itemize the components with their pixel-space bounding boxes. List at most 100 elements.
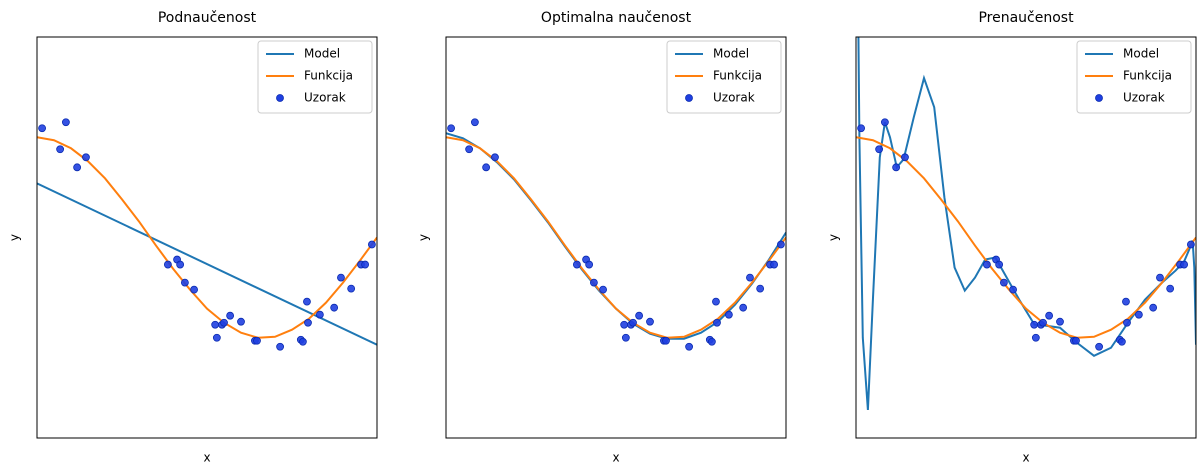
sample-point	[1030, 320, 1039, 329]
legend-label: Model	[713, 47, 749, 61]
legend: Model Funkcija Uzorak	[1076, 40, 1192, 114]
legend-label: Funkcija	[304, 69, 353, 83]
sample-point	[1072, 336, 1080, 345]
sample-point	[482, 163, 491, 172]
legend: Model Funkcija Uzorak	[666, 40, 782, 114]
sample-point	[315, 310, 324, 319]
sample-point	[180, 278, 189, 287]
sample-point	[1123, 318, 1131, 327]
sample-point	[298, 337, 307, 346]
legend-box	[666, 40, 782, 114]
sample-point	[1045, 311, 1054, 320]
legend-box	[257, 40, 373, 114]
sample-point	[1180, 260, 1188, 269]
legend-marker	[1095, 94, 1103, 102]
subplot: Optimalna naučenost x y Model Funkcija Uzorak	[417, 10, 787, 465]
sample-point	[212, 333, 221, 342]
legend-label: Model	[1123, 47, 1159, 61]
sample-point	[621, 333, 630, 342]
sample-point	[1134, 310, 1143, 319]
legend-marker	[685, 94, 693, 102]
legend-label: Funkcija	[1123, 69, 1172, 83]
legend-label: Uzorak	[1123, 91, 1165, 105]
legend-label: Uzorak	[304, 91, 346, 105]
y-axis-label: y	[827, 234, 841, 241]
sample-point	[303, 297, 311, 306]
sample-point	[1009, 285, 1017, 294]
sample-point	[685, 342, 693, 351]
model-line	[37, 136, 377, 339]
legend-marker	[276, 94, 284, 102]
sample-point	[211, 320, 220, 329]
model-line	[446, 136, 786, 339]
sample-point	[707, 337, 716, 346]
sample-point	[585, 260, 594, 269]
sample-point	[857, 124, 865, 133]
sample-point	[746, 273, 754, 282]
axes-frame	[36, 36, 378, 439]
sample-point	[1156, 273, 1164, 282]
sample-point	[1056, 317, 1064, 326]
sample-point	[56, 145, 65, 154]
sample-point	[337, 273, 345, 282]
legend-label: Model	[304, 47, 340, 61]
axes-frame	[445, 36, 787, 439]
sample-point	[347, 284, 356, 293]
model-line	[856, 136, 1196, 339]
subplot: Podnaučenost x y Model Funkcija Uzorak	[8, 10, 378, 465]
sample-point	[770, 260, 778, 269]
sample-point	[646, 317, 654, 326]
plot-area	[37, 118, 377, 351]
sample-point	[190, 285, 198, 294]
sample-point	[220, 318, 228, 327]
sample-point	[465, 145, 474, 154]
sample-point	[756, 284, 765, 293]
sample-point	[447, 124, 456, 133]
sample-point	[470, 118, 479, 127]
sample-point	[983, 260, 991, 269]
sample-point	[739, 303, 748, 312]
sample-point	[1122, 297, 1130, 306]
sample-point	[1166, 284, 1175, 293]
sample-point	[304, 318, 312, 327]
sample-point	[237, 317, 245, 326]
sample-point	[330, 303, 339, 312]
subplot: Prenaučenost x y Model Funkcija Uzorak	[827, 10, 1197, 465]
sample-point	[995, 260, 1004, 269]
axes-frame	[855, 36, 1197, 439]
sample-point	[662, 336, 670, 345]
x-axis-label: x	[1022, 451, 1029, 465]
sample-point	[599, 285, 607, 294]
sample-point	[629, 318, 637, 327]
sample-point	[712, 297, 720, 306]
sample-point	[892, 163, 901, 172]
legend-box	[1076, 40, 1192, 114]
sample-point	[276, 342, 285, 351]
sample-point	[875, 145, 884, 154]
sample-point	[176, 260, 185, 269]
plot-area	[446, 118, 786, 351]
sample-point	[1187, 240, 1195, 249]
sample-point	[253, 336, 261, 345]
sample-point	[1000, 278, 1008, 287]
legend-label: Uzorak	[713, 91, 755, 105]
sample-point	[73, 163, 82, 172]
sample-point	[163, 260, 172, 269]
sample-point	[1117, 337, 1126, 346]
sample-point	[635, 311, 644, 320]
sample-point	[724, 310, 733, 319]
sample-point	[713, 318, 721, 327]
sample-point	[491, 153, 499, 162]
sample-point	[777, 240, 785, 249]
sample-point	[62, 118, 70, 127]
model-line	[37, 182, 377, 346]
subplot-title: Prenaučenost	[978, 10, 1074, 26]
legend-label: Funkcija	[713, 69, 762, 83]
plot-area	[856, 37, 1196, 411]
sample-point	[573, 260, 581, 269]
sample-point	[881, 118, 889, 127]
sample-point	[620, 320, 629, 329]
x-axis-label: x	[203, 451, 210, 465]
sample-point	[1095, 342, 1103, 351]
